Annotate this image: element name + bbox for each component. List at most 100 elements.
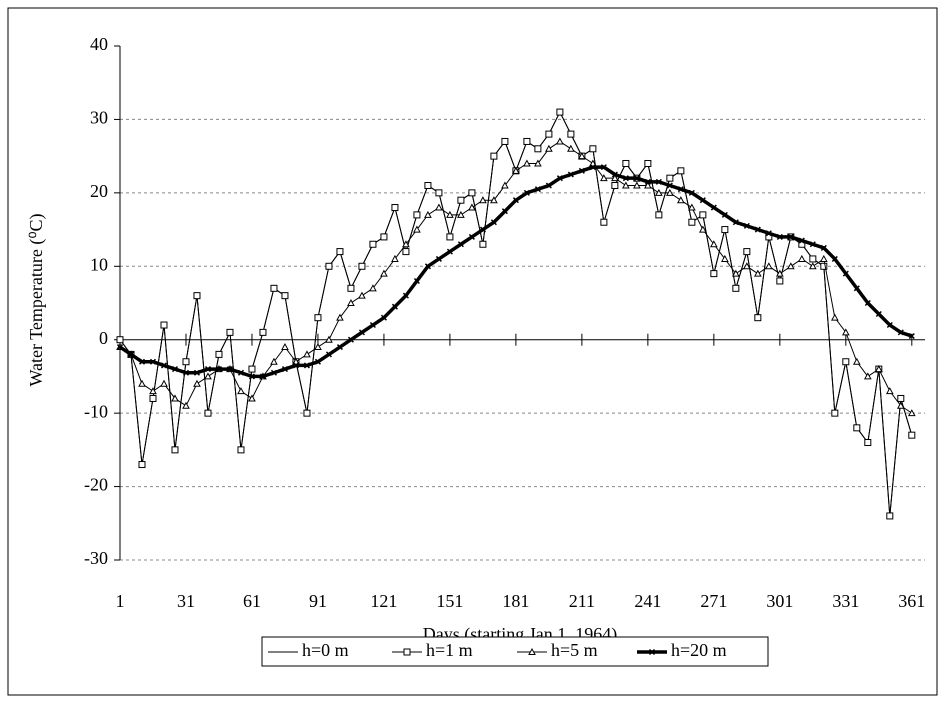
data-point <box>622 181 630 189</box>
data-point <box>556 137 564 145</box>
data-point <box>688 218 696 226</box>
data-point <box>666 182 673 189</box>
data-point <box>116 336 124 344</box>
data-point <box>391 303 398 310</box>
data-point <box>852 357 861 365</box>
data-point <box>863 372 872 380</box>
data-point <box>633 175 640 182</box>
legend-marker <box>648 648 656 656</box>
data-point <box>699 211 707 219</box>
data-point <box>886 321 893 329</box>
data-point <box>699 225 707 233</box>
x-tick-label: 91 <box>309 591 327 611</box>
y-tick-label: 40 <box>90 34 108 54</box>
data-point <box>138 358 146 365</box>
data-point <box>314 343 322 351</box>
y-axis-label: Water Temperature (⁰C) <box>26 213 47 386</box>
data-point <box>534 186 541 193</box>
data-point <box>600 218 608 226</box>
data-point <box>402 248 410 256</box>
data-point <box>424 210 432 218</box>
data-point <box>567 144 575 152</box>
x-tick-label: 31 <box>177 591 195 611</box>
data-point <box>270 284 278 292</box>
data-point <box>666 188 674 196</box>
data-point <box>237 387 245 395</box>
data-point <box>721 226 729 234</box>
data-point <box>435 203 443 211</box>
y-tick-label: 10 <box>90 254 108 274</box>
legend-label: h=1 m <box>426 640 473 660</box>
data-point <box>644 159 652 167</box>
data-point <box>820 244 827 251</box>
data-point <box>787 233 794 240</box>
data-point <box>677 196 685 204</box>
data-point <box>853 285 860 292</box>
data-point <box>347 284 355 292</box>
y-tick-label: -10 <box>84 401 108 421</box>
data-point <box>622 159 630 167</box>
data-point <box>204 372 212 380</box>
data-point <box>160 362 168 369</box>
data-point <box>864 299 871 307</box>
data-point <box>644 181 652 189</box>
data-point <box>457 210 465 218</box>
data-point <box>600 164 607 171</box>
data-point <box>347 336 354 343</box>
y-tick-label: 30 <box>90 108 108 128</box>
data-point <box>534 145 542 153</box>
data-point <box>182 369 190 376</box>
data-point <box>237 446 245 454</box>
data-point <box>149 358 157 365</box>
data-point <box>743 262 751 270</box>
data-point <box>776 277 784 285</box>
x-tick-label: 61 <box>243 591 261 611</box>
data-point <box>775 269 784 277</box>
data-point <box>578 152 586 160</box>
x-tick-label: 181 <box>502 591 529 611</box>
data-point <box>369 240 377 248</box>
data-point <box>226 366 234 373</box>
data-point <box>215 366 223 373</box>
data-point <box>369 284 377 292</box>
x-tick-label: 1 <box>116 591 125 611</box>
y-tick-label: -20 <box>84 475 108 495</box>
data-point <box>325 351 332 358</box>
data-point <box>666 174 674 182</box>
data-point <box>171 446 179 454</box>
data-point <box>215 350 223 358</box>
data-point <box>281 366 288 373</box>
data-point <box>853 424 861 432</box>
data-point <box>545 182 552 189</box>
data-point <box>875 310 882 318</box>
data-point <box>820 262 828 270</box>
data-point <box>270 357 278 365</box>
data-point <box>457 241 464 248</box>
data-point <box>303 362 310 369</box>
data-point <box>523 159 531 167</box>
legend-marker <box>403 648 411 656</box>
data-point <box>611 174 619 182</box>
data-point <box>545 130 553 138</box>
y-tick-label: 20 <box>90 181 108 201</box>
data-point <box>699 197 706 204</box>
data-point <box>138 379 146 387</box>
data-point <box>160 379 168 387</box>
data-point <box>819 254 828 262</box>
data-point <box>611 171 618 178</box>
data-point <box>226 328 234 336</box>
x-tick-label: 241 <box>634 591 661 611</box>
data-point <box>248 394 256 402</box>
data-point <box>578 167 585 174</box>
data-point <box>303 409 311 417</box>
data-point <box>655 211 663 219</box>
data-point <box>237 369 245 376</box>
data-point <box>127 351 135 358</box>
data-point <box>325 335 333 343</box>
data-point <box>413 211 421 219</box>
legend-marker <box>528 647 536 655</box>
data-point <box>325 262 333 270</box>
data-point <box>369 321 376 329</box>
data-point <box>908 431 916 439</box>
